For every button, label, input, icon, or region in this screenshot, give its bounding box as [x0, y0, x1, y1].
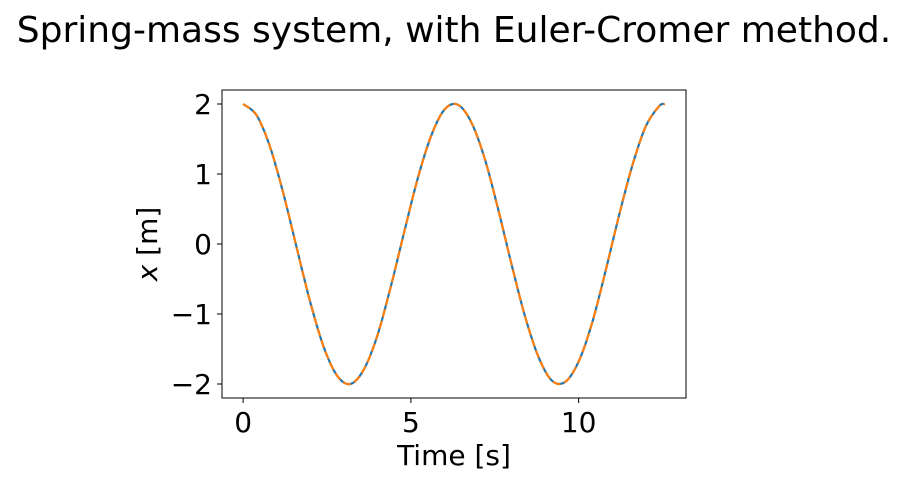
y-axis-label: x [m]	[131, 207, 164, 283]
y-tick-label: 1	[194, 158, 212, 191]
tick-layer: 0 5 10 −2 −1 0 1 2	[171, 88, 597, 439]
y-tick-label: 2	[194, 88, 212, 121]
x-tick-label: 10	[561, 406, 597, 439]
chart-title: Spring-mass system, with Euler-Cromer me…	[17, 10, 891, 51]
y-tick-label: 0	[194, 228, 212, 261]
y-axis-label-var: x	[131, 264, 164, 282]
x-axis-label: Time [s]	[396, 439, 511, 472]
plot-area: 0 5 10 −2 −1 0 1 2	[171, 88, 687, 439]
y-tick-label: −2	[171, 368, 212, 401]
series-line-2	[242, 102, 666, 386]
x-tick-label: 5	[402, 406, 420, 439]
y-tick-label: −1	[171, 298, 212, 331]
x-tick-label: 0	[234, 406, 252, 439]
y-axis-label-unit: [m]	[131, 207, 164, 265]
plot-frame	[221, 89, 687, 399]
series-line-1	[242, 102, 666, 386]
series-layer	[242, 102, 666, 386]
